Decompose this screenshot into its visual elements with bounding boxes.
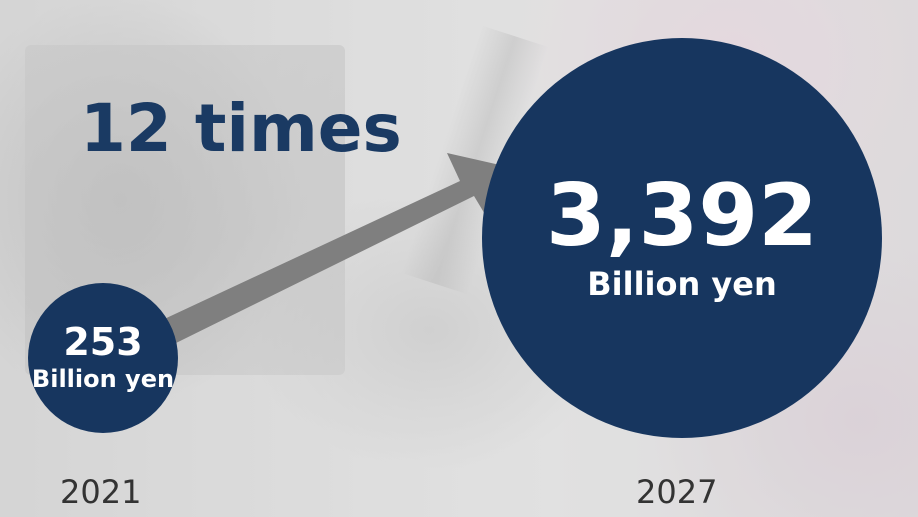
- growth-arrow-shape: [160, 153, 500, 344]
- end-year: 2027: [636, 473, 718, 511]
- end-value-circle: 3,392 Billion yen: [482, 38, 882, 438]
- start-year: 2021: [60, 473, 142, 511]
- start-unit: Billion yen: [31, 364, 175, 393]
- growth-multiplier-headline: 12 times: [80, 90, 402, 167]
- end-unit: Billion yen: [587, 264, 777, 303]
- start-value-circle: 253 Billion yen: [28, 283, 178, 433]
- start-value: 253: [63, 319, 143, 364]
- end-value: 3,392: [545, 165, 819, 266]
